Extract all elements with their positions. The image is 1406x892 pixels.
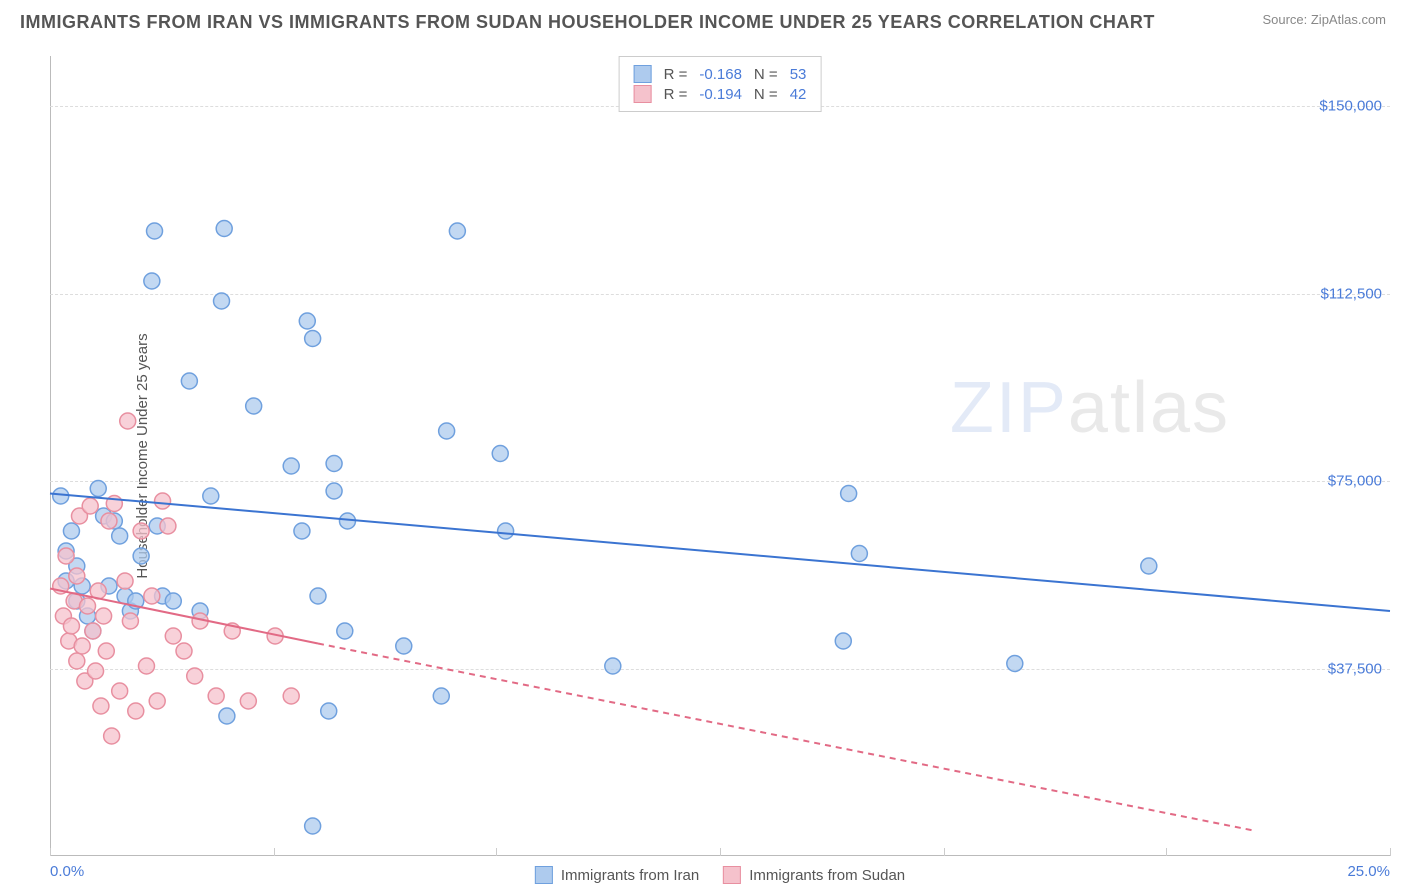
stats-legend-box: R = -0.168 N = 53 R = -0.194 N = 42 <box>619 56 822 112</box>
swatch-sudan <box>723 866 741 884</box>
stats-r-sudan: -0.194 <box>699 86 742 103</box>
trend-line <box>50 589 318 644</box>
chart-header: IMMIGRANTS FROM IRAN VS IMMIGRANTS FROM … <box>0 0 1406 33</box>
bottom-legend: Immigrants from Iran Immigrants from Sud… <box>535 866 905 884</box>
swatch-sudan <box>634 85 652 103</box>
stats-r-label: R = <box>664 86 688 103</box>
legend-item-sudan: Immigrants from Sudan <box>723 866 905 884</box>
stats-n-label: N = <box>754 86 778 103</box>
chart-source: Source: ZipAtlas.com <box>1262 12 1386 27</box>
stats-r-iran: -0.168 <box>699 66 742 83</box>
chart-title: IMMIGRANTS FROM IRAN VS IMMIGRANTS FROM … <box>20 12 1155 33</box>
plot-area: $37,500$75,000$112,500$150,000 ZIPatlas … <box>50 56 1390 856</box>
stats-n-label: N = <box>754 66 778 83</box>
trend-line-dashed <box>318 644 1256 832</box>
stats-r-label: R = <box>664 66 688 83</box>
x-axis-min-label: 0.0% <box>50 863 84 880</box>
swatch-iran <box>634 65 652 83</box>
stats-n-iran: 53 <box>790 66 807 83</box>
stats-row-iran: R = -0.168 N = 53 <box>634 65 807 83</box>
x-axis-max-label: 25.0% <box>1347 863 1390 880</box>
stats-n-sudan: 42 <box>790 86 807 103</box>
legend-item-iran: Immigrants from Iran <box>535 866 699 884</box>
x-tick-mark <box>1390 848 1391 856</box>
swatch-iran <box>535 866 553 884</box>
chart-container: Householder Income Under 25 years $37,50… <box>50 56 1390 856</box>
trend-lines-layer <box>50 56 1390 856</box>
stats-row-sudan: R = -0.194 N = 42 <box>634 85 807 103</box>
legend-label-sudan: Immigrants from Sudan <box>749 867 905 884</box>
trend-line <box>50 494 1390 612</box>
legend-label-iran: Immigrants from Iran <box>561 867 699 884</box>
